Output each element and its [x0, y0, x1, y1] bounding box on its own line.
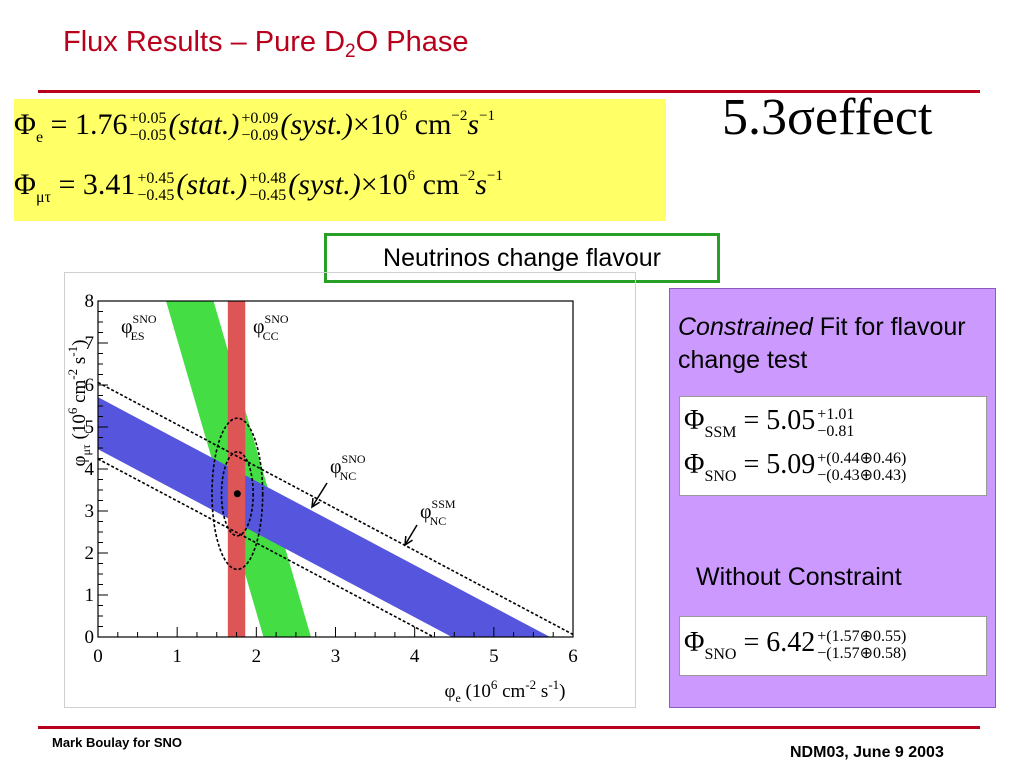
without-constraint-heading: Without Constraint — [696, 563, 902, 591]
x-axis-label-part: -1 — [548, 677, 559, 692]
confidence-contour — [220, 450, 254, 537]
y-tick-label: 7 — [85, 333, 95, 354]
x-tick-label: 2 — [252, 646, 261, 667]
es-band-label: φSNO ES — [121, 312, 157, 343]
x-axis-label-part: φ — [444, 681, 455, 702]
x-axis-label-part: (10 — [461, 681, 491, 702]
y-tick-label: 3 — [85, 501, 95, 522]
x-axis-label-part: e — [455, 691, 460, 705]
y-axis-label-part: φ — [69, 455, 90, 466]
es-band-label-sup: SNO — [133, 312, 157, 326]
cc-band-label-symbol: φ — [253, 316, 265, 338]
flux-equation-mutau: Φμτ = 3.41 +0.45 −0.45 (stat.) +0.48 −0.45 (sy… — [14, 168, 503, 206]
y-axis-label: φμτ (106 cm-2 s-1) — [65, 340, 93, 467]
y-tick-label: 2 — [85, 543, 95, 564]
y-axis-label-part: 6 — [65, 407, 80, 414]
ssm-band-label-sup: SSM — [432, 497, 456, 511]
y-tick-label: 0 — [85, 627, 95, 648]
y-axis-label-part: ) — [69, 340, 90, 346]
y-tick-label: 6 — [85, 375, 95, 396]
nc-band-label-sup: SNO — [342, 452, 366, 466]
cc-band — [227, 301, 246, 637]
page-title: Flux Results – Pure D2O Phase — [63, 26, 469, 62]
x-axis-label: φe (106 cm-2 s-1) — [444, 677, 565, 705]
y-tick-label: 4 — [85, 459, 95, 480]
nc-label-arrow-head — [311, 497, 321, 509]
y-axis-label-part: -2 — [65, 369, 80, 380]
sno-free-flux-result: ΦSNO = 6.42 +(1.57⊕0.55) −(1.57⊕0.58) — [684, 627, 907, 663]
x-axis-label-part: s — [536, 681, 548, 702]
flux-equations-box — [14, 99, 666, 221]
y-axis-label-part: (10 — [69, 414, 90, 444]
x-tick-label: 5 — [489, 646, 499, 667]
effect-significance: 5.3σeffect — [722, 89, 933, 146]
nc-band-label-symbol: φ — [330, 456, 342, 478]
x-tick-label: 1 — [172, 646, 182, 667]
footer-author: Mark Boulay for SNO — [52, 735, 183, 750]
y-axis-label-part: cm — [69, 379, 90, 407]
x-axis-label-part: 6 — [491, 677, 498, 692]
ssm-band-label-symbol: φ — [420, 501, 432, 523]
constrained-fit-box — [679, 396, 987, 496]
ssm-band-label: φSSM NC — [420, 497, 456, 528]
footer-rule — [38, 726, 980, 729]
ssm-flux-result: ΦSSM = 5.05 +1.01 −0.81 — [684, 405, 855, 441]
nc-band — [98, 397, 551, 637]
nc-label-arrow — [311, 482, 328, 508]
ssm-label-arrow-head — [404, 535, 413, 547]
y-axis-label-part: μτ — [79, 444, 93, 455]
flux-equation-e: Φe = 1.76 +0.05 −0.05 (stat.) +0.09 −0.09 (sys… — [14, 108, 496, 146]
y-tick-label: 5 — [85, 417, 95, 438]
x-axis-label-part: cm — [497, 681, 525, 702]
title-rule — [38, 90, 980, 93]
x-tick-label: 3 — [331, 646, 341, 667]
es-band-label-symbol: φ — [121, 316, 133, 338]
y-axis-label-part: s — [69, 357, 90, 369]
ssm-label-arrow — [404, 524, 418, 546]
es-band-label-sub: ES — [131, 329, 145, 343]
ssm-boundary-line — [98, 381, 573, 636]
cc-band-label-sup: SNO — [265, 312, 289, 326]
best-fit-point — [233, 490, 241, 498]
ssm-band-label-sub: NC — [430, 514, 447, 528]
cc-band-label-sub: CC — [263, 329, 279, 343]
ssm-boundary-line — [98, 458, 435, 637]
y-tick-label: 8 — [85, 291, 95, 312]
unconstrained-fit-box — [679, 616, 987, 676]
x-axis-label-part: -2 — [525, 677, 536, 692]
footer-conference: NDM03, June 9 2003 — [790, 744, 944, 761]
x-axis-label-part: ) — [559, 681, 565, 702]
nc-band-label: φSNO NC — [330, 452, 366, 483]
conclusion-banner: Neutrinos change flavour — [324, 233, 720, 283]
sno-flux-result: ΦSNO = 5.09 +(0.44⊕0.46) −(0.43⊕0.43) — [684, 449, 907, 485]
x-tick-label: 0 — [93, 646, 103, 667]
cc-band-label: φSNO CC — [253, 312, 289, 343]
y-axis-label-part: -1 — [65, 346, 80, 357]
flux-plot-frame: 0 1 2 3 4 5 6 0 1 2 3 4 5 6 7 8 φSNO ES φSNO CC φSNO NC φSSM NC… — [64, 272, 636, 708]
nc-band-label-sub: NC — [340, 469, 357, 483]
confidence-contour — [211, 417, 264, 571]
x-tick-label: 4 — [410, 646, 420, 667]
x-tick-label: 6 — [568, 646, 578, 667]
constrained-fit-heading: Constrained Fit for flavour change test — [678, 313, 966, 374]
y-tick-label: 1 — [85, 585, 95, 606]
